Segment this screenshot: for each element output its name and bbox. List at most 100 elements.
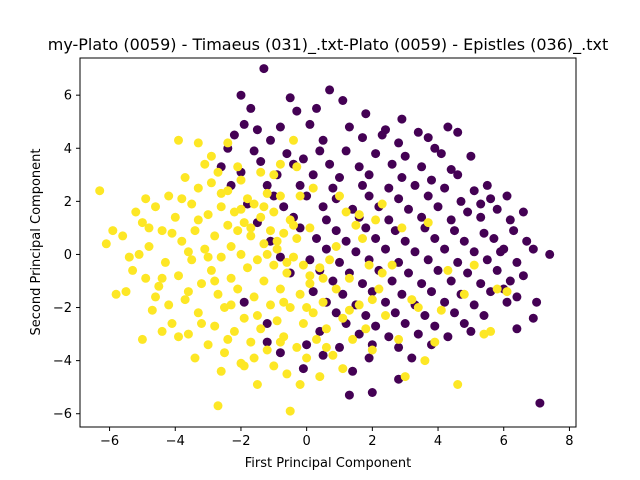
scatter-point-s0-19 [266, 135, 275, 145]
scatter-point-s1-50 [233, 162, 243, 172]
scatter-point-s0-61 [394, 194, 404, 204]
scatter-point-s1-153 [108, 226, 118, 236]
scatter-point-s0-126 [387, 276, 397, 286]
scatter-point-s1-188 [413, 303, 423, 312]
scatter-point-s0-174 [298, 364, 308, 374]
scatter-point-s0-178 [367, 388, 377, 397]
scatter-point-s1-59 [249, 292, 259, 302]
scatter-point-s0-134 [397, 289, 407, 299]
scatter-point-s1-37 [213, 289, 223, 299]
scatter-point-s0-21 [358, 133, 367, 143]
scatter-point-s0-107 [528, 244, 538, 254]
scatter-point-s0-95 [430, 234, 440, 243]
scatter-point-s1-74 [272, 244, 282, 254]
scatter-point-s1-32 [203, 210, 213, 220]
scatter-point-s1-10 [151, 202, 160, 212]
scatter-point-s1-172 [308, 183, 318, 193]
scatter-point-s0-189 [377, 130, 387, 140]
scatter-point-s1-99 [325, 255, 335, 265]
scatter-point-s0-167 [335, 342, 344, 352]
y-tick-label-3: 0 [64, 248, 72, 263]
scatter-point-s0-138 [512, 292, 522, 302]
scatter-point-s0-11 [275, 122, 285, 132]
scatter-point-s0-194 [466, 326, 476, 336]
scatter-point-s1-97 [318, 297, 328, 307]
scatter-point-s0-94 [400, 236, 410, 246]
scatter-point-s0-188 [298, 154, 308, 164]
scatter-point-s1-38 [213, 167, 223, 177]
scatter-point-s0-135 [427, 287, 436, 297]
scatter-point-s1-22 [183, 329, 193, 339]
scatter-point-s0-37 [387, 159, 397, 169]
scatter-point-s1-16 [170, 212, 180, 222]
scatter-point-s1-122 [423, 218, 433, 228]
scatter-point-s0-152 [479, 311, 489, 320]
scatter-point-s1-130 [486, 326, 496, 336]
scatter-point-s0-28 [341, 146, 351, 156]
scatter-point-s1-69 [266, 226, 275, 236]
scatter-point-s1-128 [469, 260, 479, 270]
scatter-point-s0-0 [236, 90, 246, 100]
scatter-point-s1-146 [216, 366, 226, 376]
scatter-point-s1-168 [397, 223, 407, 233]
scatter-point-s0-128 [446, 276, 456, 286]
scatter-point-s1-65 [259, 239, 269, 249]
scatter-point-s1-167 [377, 268, 387, 278]
scatter-point-s0-90 [509, 226, 519, 236]
scatter-point-s0-115 [512, 257, 522, 267]
scatter-point-s1-132 [502, 287, 512, 297]
scatter-point-s0-80 [476, 212, 486, 222]
scatter-point-s1-31 [203, 340, 213, 350]
scatter-point-s0-26 [282, 149, 292, 159]
scatter-point-s1-177 [246, 223, 256, 233]
scatter-point-s0-156 [400, 319, 410, 328]
scatter-point-s0-33 [256, 157, 266, 166]
scatter-point-s0-84 [331, 226, 341, 236]
scatter-point-s0-89 [479, 228, 489, 238]
scatter-point-s0-75 [321, 215, 331, 225]
scatter-point-s0-113 [453, 257, 463, 267]
scatter-point-s1-170 [269, 170, 279, 180]
scatter-point-s0-153 [528, 313, 538, 323]
scatter-point-s1-0 [95, 186, 105, 196]
scatter-point-s0-43 [335, 173, 344, 182]
scatter-point-s1-143 [157, 326, 167, 336]
scatter-point-s1-75 [275, 284, 285, 294]
scatter-point-s1-180 [183, 287, 193, 297]
scatter-point-s1-36 [210, 231, 220, 241]
scatter-point-s1-181 [197, 319, 206, 328]
scatter-point-s0-73 [492, 204, 502, 214]
scatter-point-s1-171 [275, 191, 285, 201]
scatter-point-s0-150 [420, 311, 430, 320]
scatter-point-s1-11 [154, 281, 164, 291]
scatter-point-s1-137 [193, 138, 203, 148]
scatter-point-s0-184 [275, 252, 285, 262]
scatter-point-s1-61 [252, 255, 262, 265]
scatter-point-s1-1 [101, 239, 111, 249]
scatter-point-s1-110 [361, 324, 371, 334]
scatter-point-s0-31 [436, 149, 446, 159]
scatter-point-s1-121 [420, 356, 430, 366]
scatter-point-s1-118 [394, 334, 404, 344]
scatter-point-s0-35 [325, 159, 335, 169]
scatter-point-s1-189 [164, 300, 174, 310]
scatter-point-s0-4 [338, 96, 348, 105]
scatter-point-s0-149 [390, 308, 400, 318]
scatter-point-s1-193 [272, 236, 282, 246]
scatter-point-s0-71 [433, 202, 443, 212]
scatter-point-s1-104 [341, 207, 351, 217]
scatter-point-s0-13 [344, 122, 354, 132]
scatter-point-s0-119 [404, 268, 413, 278]
scatter-point-s0-58 [302, 191, 312, 201]
y-tick-label-6: 6 [64, 89, 72, 104]
scatter-point-s1-116 [381, 311, 390, 320]
scatter-point-s1-192 [259, 202, 269, 212]
scatter-point-s0-62 [423, 191, 433, 201]
scatter-point-s0-9 [397, 114, 407, 124]
scatter-point-s0-147 [331, 308, 341, 318]
scatter-point-s1-114 [374, 284, 384, 294]
scatter-point-s1-196 [318, 273, 328, 283]
scatter-point-s1-17 [174, 135, 183, 145]
scatter-point-s1-194 [289, 220, 298, 230]
scatter-point-s0-2 [285, 93, 295, 103]
